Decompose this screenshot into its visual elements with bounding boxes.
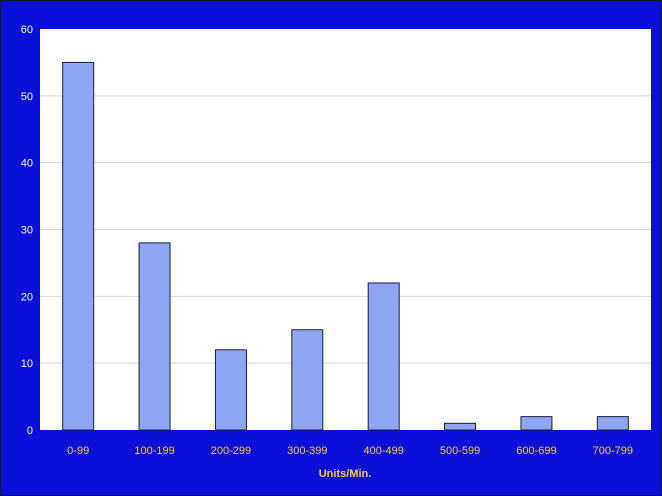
x-tick-label: 200-299 [211, 445, 251, 457]
y-tick-label: 40 [21, 158, 33, 170]
x-tick-label: 500-599 [440, 445, 480, 457]
x-tick-label: 100-199 [134, 445, 174, 457]
y-tick-label: 50 [21, 91, 33, 103]
bar-500-599 [444, 422, 477, 431]
x-axis-title: Units/Min. [319, 468, 372, 480]
y-tick-label: 30 [21, 225, 33, 237]
y-axis-ticks: 0 10 20 30 40 50 60 [21, 24, 33, 437]
bar-0-99 [62, 61, 95, 431]
x-tick-label: 0-99 [67, 445, 89, 457]
x-tick-label: 300-399 [287, 445, 327, 457]
x-tick-label: 400-499 [364, 445, 404, 457]
bar-200-299 [214, 349, 247, 431]
x-axis-ticks: 0-99 100-199 200-299 300-399 400-499 500-599 6… [67, 445, 633, 457]
bar-600-699 [520, 416, 553, 431]
y-tick-label: 20 [21, 291, 33, 303]
y-tick-label: 0 [27, 425, 33, 437]
bar-100-199 [138, 242, 171, 431]
bar-400-499 [367, 282, 400, 431]
bar-700-799 [596, 416, 629, 431]
y-tick-label: 60 [21, 24, 33, 36]
x-tick-label: 600-699 [516, 445, 556, 457]
x-tick-label: 700-799 [593, 445, 633, 457]
bar-300-399 [291, 329, 324, 431]
bars [62, 61, 629, 431]
y-tick-label: 10 [21, 358, 33, 370]
